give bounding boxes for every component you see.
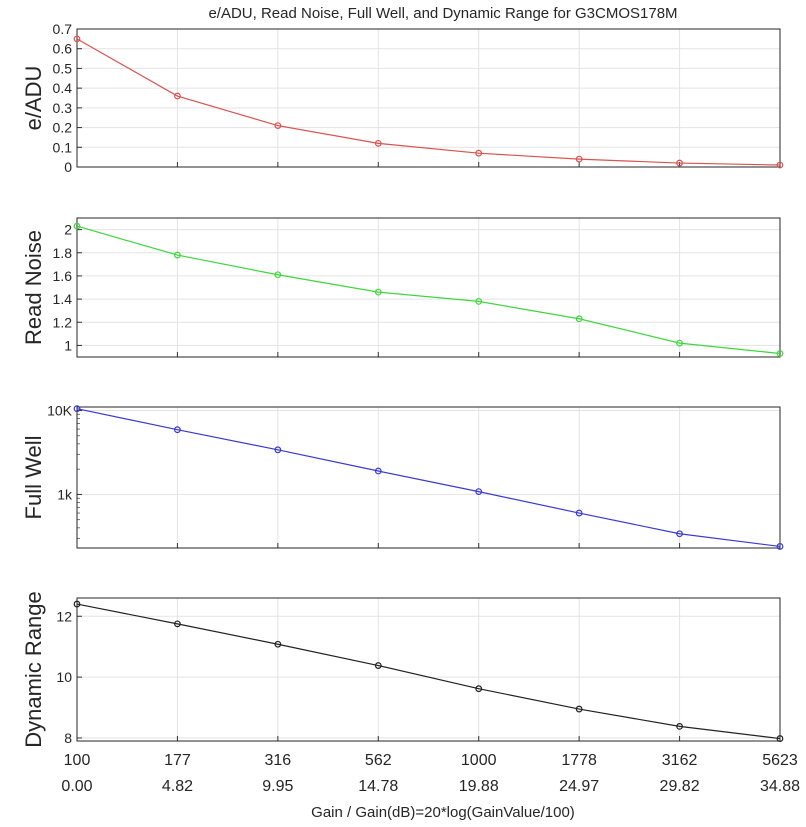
x-tick-label-db: 19.88: [459, 778, 499, 795]
axes-box: [76, 217, 781, 358]
data-point: [274, 446, 282, 454]
data-point: [374, 467, 382, 475]
data-point: [73, 405, 81, 413]
data-point: [73, 35, 81, 43]
x-tick-label-gain: 1778: [561, 752, 597, 769]
data-point: [374, 662, 382, 669]
y-tick-label: 0.2: [53, 120, 73, 136]
y-tick-label: 1.4: [53, 291, 73, 307]
data-point: [776, 161, 784, 169]
data-point: [676, 339, 683, 347]
data-point: [676, 530, 683, 538]
axes-box: [76, 406, 781, 549]
panel-3: 1k 10K Full Well: [21, 402, 784, 550]
panel-4: 8 10 12 Dynamic Range: [21, 591, 784, 748]
data-point: [274, 122, 282, 129]
data-point: [174, 620, 181, 628]
y-tick-label: 0.7: [53, 21, 73, 37]
data-point: [274, 271, 282, 279]
y-tick-label: 0.3: [53, 100, 73, 116]
y-tick-label: 0.4: [53, 80, 73, 96]
data-point: [575, 155, 583, 163]
data-point: [174, 426, 181, 434]
data-point: [73, 600, 81, 608]
series-line: [76, 38, 781, 166]
y-tick-label: 2: [64, 222, 72, 238]
panel-1: 0 0.1 0.2 0.3 0.4 0.5 0.6 0.7 e/ADU: [21, 21, 784, 175]
data-point: [575, 315, 583, 323]
data-point: [73, 222, 81, 230]
data-point: [475, 149, 483, 157]
x-tick-label-gain: 316: [265, 752, 292, 769]
x-axis-label: Gain / Gain(dB)=20*log(GainValue/100): [311, 804, 575, 821]
x-tick-label-db: 14.78: [358, 778, 398, 795]
y-axis-label: Dynamic Range: [21, 591, 46, 748]
x-tick-label-gain: 3162: [662, 752, 698, 769]
y-axis-label: e/ADU: [21, 66, 46, 131]
y-axis-label: Full Well: [21, 436, 46, 520]
data-point: [676, 722, 683, 730]
y-tick-label: 10K: [47, 402, 73, 418]
y-tick-label: 0.6: [53, 41, 73, 57]
x-tick-label-db: 4.82: [162, 778, 193, 795]
series-line: [76, 225, 781, 355]
chart-title: e/ADU, Read Noise, Full Well, and Dynami…: [208, 5, 677, 22]
axes-box: [76, 28, 781, 168]
data-point: [575, 509, 583, 517]
x-tick-label-db: 0.00: [61, 778, 92, 795]
axes-box: [76, 597, 781, 742]
y-axis-label: Read Noise: [21, 230, 46, 345]
panels: 0 0.1 0.2 0.3 0.4 0.5 0.6 0.7 e/ADU 1 1.2 1.4 1.6 1.8…: [21, 21, 800, 795]
y-tick-label: 0: [64, 159, 72, 175]
x-tick-label-gain: 177: [164, 752, 191, 769]
y-tick-label: 1.6: [53, 268, 73, 284]
x-tick-label-gain: 5623: [762, 752, 798, 769]
data-point: [374, 288, 382, 296]
y-tick-label: 1k: [57, 486, 73, 502]
x-tick-label-gain: 1000: [461, 752, 497, 769]
x-tick-label-db: 34.88: [760, 778, 800, 795]
data-point: [776, 543, 784, 550]
data-point: [274, 640, 282, 648]
y-tick-label: 1.2: [53, 314, 73, 330]
data-point: [475, 685, 483, 693]
x-tick-label-gain: 100: [64, 752, 91, 769]
y-tick-label: 1: [64, 337, 72, 353]
x-tick-label-db: 29.82: [660, 778, 700, 795]
x-tick-label-db: 9.95: [262, 778, 293, 795]
y-tick-label: 1.8: [53, 245, 73, 261]
data-point: [174, 251, 181, 259]
series-line: [76, 408, 781, 548]
data-point: [776, 735, 784, 742]
y-tick-label: 8: [64, 730, 72, 746]
y-tick-label: 12: [56, 608, 72, 624]
x-tick-label-db: 24.97: [559, 778, 599, 795]
data-point: [776, 350, 784, 357]
series-line: [76, 603, 781, 740]
data-point: [475, 488, 483, 496]
data-point: [374, 139, 382, 147]
data-point: [575, 705, 583, 713]
y-tick-label: 0.1: [53, 139, 73, 155]
data-point: [475, 298, 483, 305]
data-point: [174, 92, 181, 100]
panel-2: 1 1.2 1.4 1.6 1.8 2 Read Noise: [21, 217, 784, 358]
data-point: [676, 159, 683, 167]
y-tick-label: 0.5: [53, 60, 73, 76]
y-tick-label: 10: [56, 669, 72, 685]
x-tick-label-gain: 562: [365, 752, 392, 769]
